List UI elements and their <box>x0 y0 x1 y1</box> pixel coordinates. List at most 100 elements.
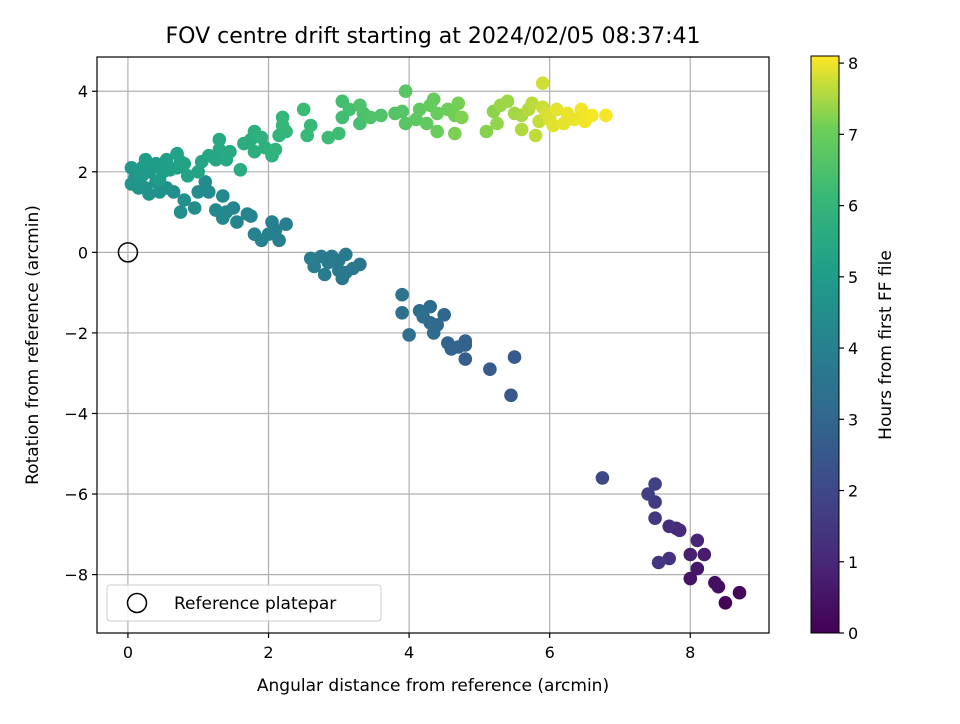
data-point <box>265 215 279 229</box>
data-point <box>342 102 357 117</box>
legend-marker-icon <box>126 592 148 614</box>
data-point <box>479 124 494 139</box>
data-point <box>180 169 195 183</box>
data-point <box>525 96 539 111</box>
data-point <box>514 122 529 137</box>
data-point <box>546 118 560 133</box>
x-tick-label: 4 <box>404 643 414 662</box>
colorbar-tick-label: 3 <box>848 410 858 429</box>
data-point <box>398 116 413 131</box>
data-point <box>426 92 441 107</box>
data-point <box>138 152 153 167</box>
data-point <box>212 132 227 147</box>
data-point <box>732 585 747 600</box>
x-axis-label: Angular distance from reference (arcmin) <box>257 676 609 696</box>
data-points <box>124 76 747 610</box>
data-point <box>683 571 698 586</box>
x-tick-label: 6 <box>545 643 555 662</box>
chart-title: FOV centre drift starting at 2024/02/05 … <box>166 24 701 49</box>
data-point <box>718 596 733 610</box>
reference-marker-layer <box>117 242 139 263</box>
data-point <box>332 263 346 278</box>
colorbar-gradient <box>810 55 840 634</box>
data-point <box>317 267 332 282</box>
data-point <box>198 175 213 189</box>
data-point <box>662 519 676 534</box>
data-point <box>507 350 522 364</box>
x-axis-ticks: 0 2 4 6 8 <box>123 633 695 662</box>
x-tick-label: 8 <box>685 643 695 662</box>
data-point <box>332 126 346 141</box>
data-point <box>233 163 248 177</box>
data-point <box>690 533 705 548</box>
y-tick-label: 4 <box>78 82 88 101</box>
data-point <box>321 130 336 145</box>
data-point <box>216 189 230 203</box>
x-tick-label: 0 <box>123 643 133 662</box>
data-point <box>648 477 662 491</box>
y-tick-label: −6 <box>64 485 88 504</box>
legend: Reference platepar <box>106 584 382 622</box>
data-point <box>448 126 462 141</box>
data-point <box>268 142 283 157</box>
data-point <box>690 561 705 576</box>
data-point <box>173 205 188 219</box>
data-point <box>599 108 613 123</box>
data-point <box>247 227 262 241</box>
data-point <box>549 102 564 117</box>
data-point <box>458 352 473 366</box>
colorbar-tick-label: 4 <box>848 339 858 358</box>
colorbar-tick-label: 8 <box>848 54 858 73</box>
data-point <box>412 102 427 117</box>
y-tick-label: −2 <box>64 324 88 343</box>
data-point <box>296 102 311 117</box>
colorbar-tick-label: 1 <box>848 553 858 572</box>
data-point <box>648 511 662 525</box>
data-point <box>430 124 445 139</box>
data-point <box>395 104 409 119</box>
data-point <box>339 247 353 262</box>
data-point <box>279 217 293 231</box>
reference-platepar-marker <box>117 242 139 263</box>
data-point <box>275 110 290 125</box>
colorbar-tick-label: 6 <box>848 197 858 216</box>
data-point <box>641 487 655 501</box>
data-point <box>363 110 378 125</box>
colorbar: 0 1 2 3 4 5 6 7 8 Hours from first FF file <box>810 54 896 643</box>
legend-label: Reference platepar <box>174 594 336 614</box>
data-point <box>374 108 388 123</box>
y-tick-label: 0 <box>78 243 88 262</box>
data-point <box>455 110 469 125</box>
colorbar-tick-label: 7 <box>848 125 858 144</box>
data-point <box>240 207 255 221</box>
data-point <box>303 251 318 266</box>
data-point <box>395 306 409 320</box>
data-point <box>412 304 427 318</box>
data-point <box>595 471 610 485</box>
y-tick-label: −8 <box>64 566 88 585</box>
y-axis-label: Rotation from reference (arcmin) <box>23 205 43 485</box>
data-point <box>483 362 497 377</box>
data-point <box>395 287 409 302</box>
legend-box <box>106 584 382 622</box>
data-point <box>651 555 666 570</box>
data-point <box>191 185 205 199</box>
data-point <box>441 336 455 350</box>
data-point <box>353 98 367 113</box>
data-point <box>708 575 722 590</box>
data-point <box>177 156 191 171</box>
grid-lines <box>97 57 769 633</box>
y-axis-ticks: −8 −6 −4 −2 0 2 4 <box>64 82 97 585</box>
data-point <box>303 118 318 133</box>
data-point <box>177 193 191 207</box>
data-point <box>247 144 262 159</box>
data-point <box>528 128 543 143</box>
data-point <box>402 328 416 342</box>
data-point <box>574 102 589 117</box>
x-tick-label: 2 <box>263 643 273 662</box>
data-point <box>490 116 504 131</box>
data-point <box>230 215 244 229</box>
data-point <box>451 96 466 111</box>
